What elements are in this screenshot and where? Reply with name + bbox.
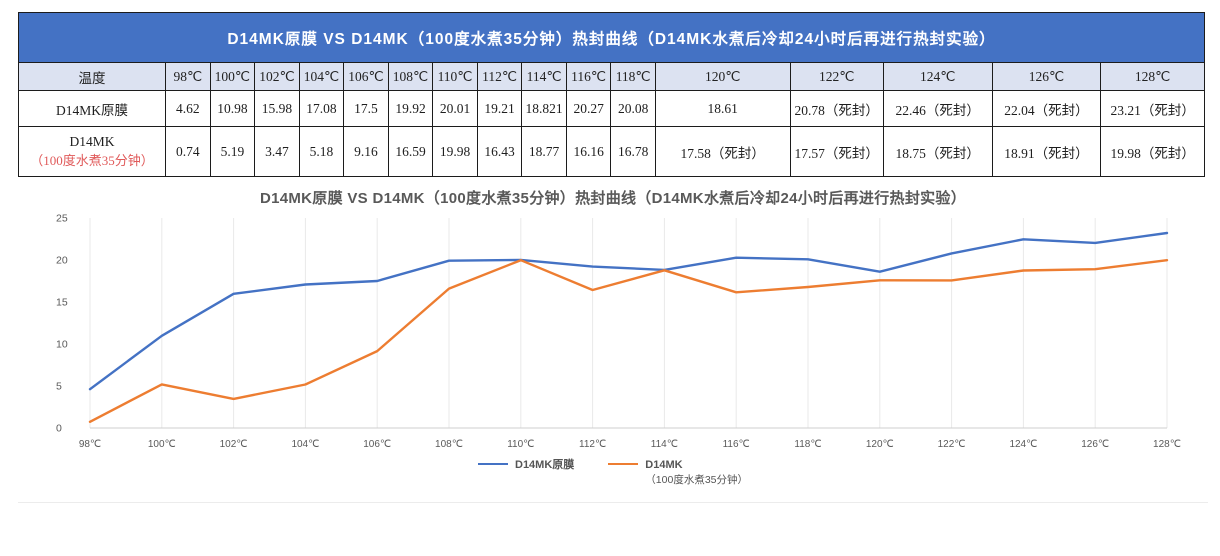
y-tick-label: 0 — [56, 423, 62, 435]
table-row: D14MK原膜 4.62 10.98 15.98 17.08 17.5 19.92 20.01… — [17, 90, 1205, 127]
y-tick-label: 10 — [56, 339, 68, 351]
value-cell: 5.19 — [209, 126, 256, 177]
value-cell: 20.08 — [610, 90, 656, 127]
legend-item: D14MK原膜 — [478, 458, 574, 473]
table-title: D14MK原膜 VS D14MK（100度水煮35分钟）热封曲线（D14MK水煮… — [18, 12, 1205, 63]
temperature-header-cell: 102℃ — [254, 62, 300, 91]
temperature-column-label: 温度 — [17, 62, 167, 91]
x-tick-label: 120℃ — [866, 439, 894, 450]
temperature-header-cell: 126℃ — [991, 62, 1102, 91]
table-row: D14MK （100度水煮35分钟） 0.74 5.19 3.47 5.18 9.16 16.… — [17, 126, 1205, 177]
table-header-row: 温度 98℃ 100℃ 102℃ 104℃ 106℃ 108℃ 110℃ 112℃ 114℃ 116… — [17, 62, 1205, 91]
value-cell: 18.821 — [521, 90, 567, 127]
heat-seal-line-chart: 0 5 10 15 20 25 98℃ 100℃ 102℃ 104℃ 106℃ 108℃ 110℃ 112… — [56, 213, 1181, 451]
value-cell: 22.04（死封） — [991, 90, 1102, 127]
y-tick-label: 5 — [56, 381, 62, 393]
chart-title: D14MK原膜 VS D14MK（100度水煮35分钟）热封曲线（D14MK水煮… — [259, 190, 967, 207]
x-tick-label: 112℃ — [579, 439, 606, 450]
x-tick-label: 114℃ — [651, 439, 678, 450]
temperature-header-cell: 108℃ — [387, 62, 434, 91]
value-cell: 17.5 — [343, 90, 389, 127]
x-tick-label: 124℃ — [1009, 439, 1037, 450]
value-cell: 17.58（死封） — [654, 126, 791, 177]
temperature-header-cell: 98℃ — [165, 62, 211, 91]
value-cell: 19.92 — [387, 90, 434, 127]
series-row-label: D14MK原膜 — [17, 90, 167, 127]
x-tick-label: 102℃ — [220, 439, 248, 450]
x-tick-label: 100℃ — [148, 439, 176, 450]
value-cell: 20.78（死封） — [789, 90, 884, 127]
x-tick-label: 116℃ — [723, 439, 750, 450]
report-sheet: D14MK原膜 VS D14MK（100度水煮35分钟）热封曲线（D14MK水煮… — [17, 12, 1208, 503]
legend-item: D14MK （100度水煮35分钟） — [608, 458, 748, 487]
legend-line-swatch — [608, 463, 639, 465]
value-cell: 19.21 — [476, 90, 523, 127]
value-cell: 15.98 — [254, 90, 300, 127]
temperature-header-cell: 122℃ — [789, 62, 884, 91]
temperature-header-cell: 104℃ — [298, 62, 345, 91]
value-cell: 17.08 — [298, 90, 345, 127]
x-tick-label: 128℃ — [1153, 439, 1181, 450]
temperature-header-cell: 100℃ — [209, 62, 256, 91]
value-cell: 9.16 — [343, 126, 389, 177]
series-row-label: D14MK （100度水煮35分钟） — [17, 126, 167, 177]
temperature-header-cell: 110℃ — [432, 62, 478, 91]
x-tick-label: 108℃ — [435, 439, 463, 450]
value-cell: 16.16 — [565, 126, 612, 177]
value-cell: 18.91（死封） — [991, 126, 1102, 177]
value-cell: 20.01 — [432, 90, 478, 127]
chart-legend: D14MK原膜 D14MK （100度水煮35分钟） — [18, 458, 1208, 498]
temperature-header-cell: 106℃ — [343, 62, 389, 91]
temperature-header-cell: 112℃ — [476, 62, 523, 91]
value-cell: 18.77 — [521, 126, 567, 177]
temperature-header-cell: 120℃ — [654, 62, 791, 91]
table-title-row: D14MK原膜 VS D14MK（100度水煮35分钟）热封曲线（D14MK水煮… — [18, 12, 1205, 63]
temperature-header-cell: 116℃ — [565, 62, 612, 91]
value-cell: 19.98 — [432, 126, 478, 177]
temperature-header-cell: 124℃ — [882, 62, 993, 91]
line-chart-panel: D14MK原膜 VS D14MK（100度水煮35分钟）热封曲线（D14MK水煮… — [18, 187, 1208, 503]
value-cell: 10.98 — [209, 90, 256, 127]
value-cell: 5.18 — [298, 126, 345, 177]
value-cell: 16.78 — [610, 126, 656, 177]
y-tick-label: 20 — [56, 255, 68, 267]
value-cell: 18.61 — [654, 90, 791, 127]
value-cell: 4.62 — [165, 90, 211, 127]
value-cell: 23.21（死封） — [1100, 90, 1205, 127]
x-tick-label: 110℃ — [507, 439, 534, 450]
value-cell: 17.57（死封） — [789, 126, 884, 177]
x-tick-label: 126℃ — [1081, 439, 1109, 450]
value-cell: 0.74 — [165, 126, 211, 177]
value-cell: 16.43 — [476, 126, 523, 177]
x-tick-label: 98℃ — [79, 439, 101, 450]
value-cell: 22.46（死封） — [882, 90, 993, 127]
legend-label: D14MK原膜 — [515, 459, 575, 471]
series-row-sublabel: （100度水煮35分钟） — [30, 153, 154, 168]
value-cell: 16.59 — [387, 126, 434, 177]
temperature-header-cell: 114℃ — [521, 62, 567, 91]
x-tick-label: 104℃ — [291, 439, 319, 450]
x-tick-label: 118℃ — [794, 439, 821, 450]
x-tick-label: 106℃ — [363, 439, 391, 450]
value-cell: 18.75（死封） — [882, 126, 993, 177]
series-line — [88, 231, 1169, 391]
y-tick-label: 15 — [56, 297, 68, 309]
heat-seal-data-table: D14MK原膜 VS D14MK（100度水煮35分钟）热封曲线（D14MK水煮… — [17, 12, 1205, 177]
x-tick-label: 122℃ — [938, 439, 966, 450]
legend-label: D14MK （100度水煮35分钟） — [645, 459, 748, 486]
series-line — [88, 259, 1169, 424]
temperature-header-cell: 118℃ — [610, 62, 656, 91]
y-tick-label: 25 — [56, 213, 68, 225]
value-cell: 19.98（死封） — [1100, 126, 1205, 177]
temperature-header-cell: 128℃ — [1100, 62, 1205, 91]
value-cell: 20.27 — [565, 90, 612, 127]
value-cell: 3.47 — [254, 126, 300, 177]
legend-line-swatch — [478, 463, 508, 465]
